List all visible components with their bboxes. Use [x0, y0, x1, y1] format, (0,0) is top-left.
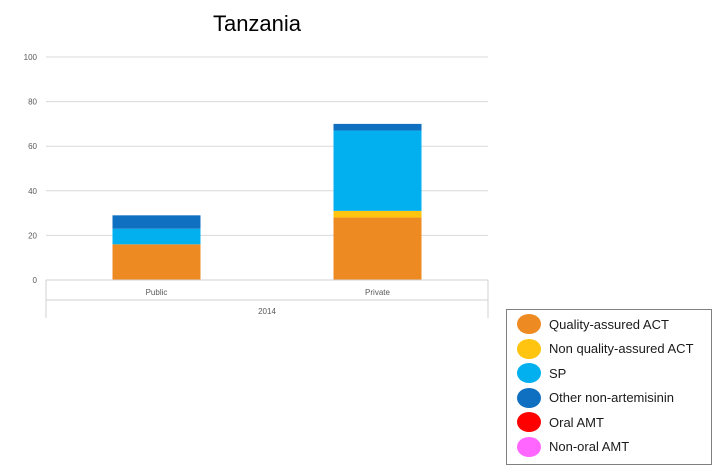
gridlines: [46, 56, 488, 236]
y-tick-label: 40: [28, 187, 37, 196]
legend-item: SP: [517, 362, 566, 384]
legend-swatch: [517, 387, 541, 408]
x-category-label: Private: [365, 288, 390, 297]
legend-item: Oral AMT: [517, 411, 604, 433]
legend-label: Non quality-assured ACT: [549, 341, 694, 356]
legend-label: Quality-assured ACT: [549, 316, 669, 332]
legend-swatch: [517, 314, 541, 334]
legend-label: Oral AMT: [549, 414, 604, 430]
bar-segment: [112, 228, 201, 245]
legend-swatch: [517, 338, 541, 359]
y-axis-ticks: 0 20 40 60 80 100: [24, 53, 38, 285]
legend-item: Non-oral AMT: [517, 436, 629, 458]
legend: Quality-assured ACT Non quality-assured A…: [506, 309, 712, 465]
bars: [112, 123, 422, 280]
bar-segment: [112, 244, 201, 280]
group-label: 2014: [258, 307, 276, 316]
legend-label: Non-oral AMT: [549, 439, 630, 454]
x-category-label: Public: [146, 288, 168, 297]
y-tick-label: 80: [28, 98, 37, 107]
legend-swatch: [517, 363, 541, 383]
bar-segment: [333, 217, 422, 280]
bar-segment: [333, 123, 422, 131]
x-axis-categories: Public Private: [146, 288, 391, 297]
legend-label: SP: [549, 365, 567, 381]
legend-item: Non quality-assured ACT: [517, 338, 694, 360]
legend-swatch: [517, 412, 541, 432]
y-tick-label: 60: [28, 142, 37, 151]
bar-segment: [333, 210, 422, 218]
chart-title: Tanzania: [213, 11, 302, 36]
y-tick-label: 0: [33, 276, 38, 285]
legend-item: Other non-artemisinin: [517, 387, 674, 409]
legend-label: Other non-artemisinin: [549, 390, 674, 405]
y-tick-label: 100: [24, 53, 38, 62]
legend-swatch: [517, 436, 541, 457]
legend-item: Quality-assured ACT: [517, 313, 669, 335]
y-tick-label: 20: [28, 231, 37, 240]
bar-segment: [112, 215, 201, 229]
bar-segment: [333, 130, 422, 211]
